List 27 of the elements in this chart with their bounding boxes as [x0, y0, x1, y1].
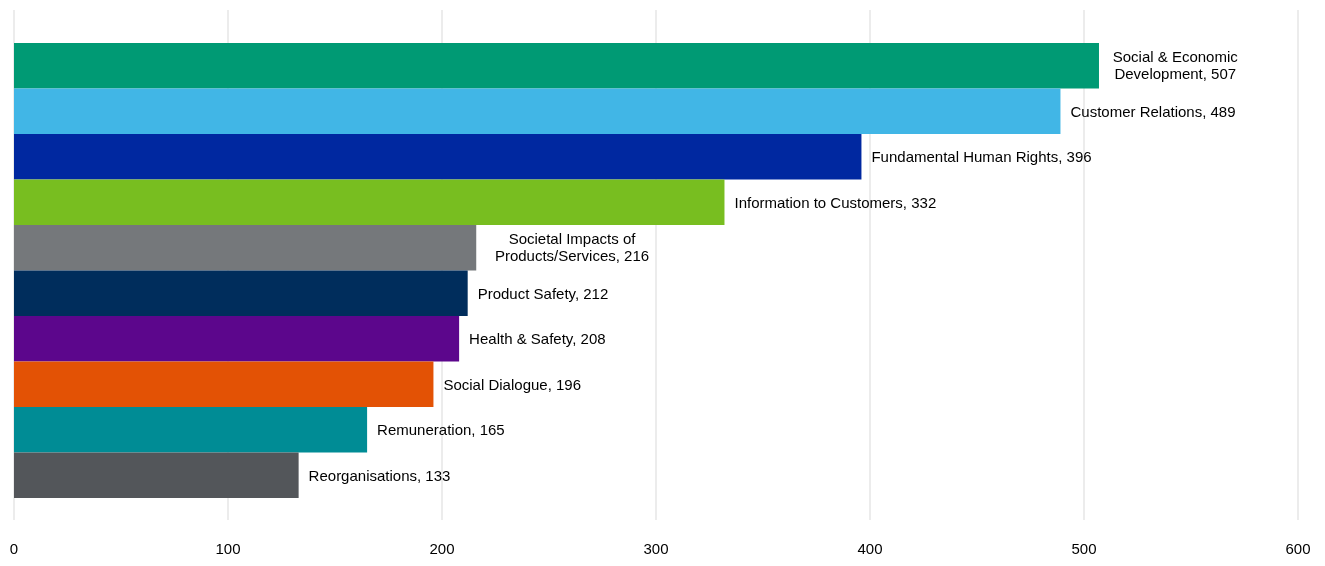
- x-tick-label: 0: [9, 540, 19, 557]
- data-label: Societal Impacts of Products/Services, 216: [494, 230, 650, 265]
- data-label: Product Safety, 212: [477, 284, 609, 302]
- data-label: Information to Customers, 332: [734, 193, 937, 211]
- bar: [14, 179, 725, 225]
- bar: [14, 452, 299, 498]
- x-tick-label: 500: [1071, 540, 1097, 557]
- x-tick-label: 100: [215, 540, 241, 557]
- bar: [14, 270, 468, 316]
- bar: [14, 407, 368, 453]
- data-label: Social & Economic Development, 507: [1112, 48, 1239, 83]
- data-label: Customer Relations, 489: [1070, 102, 1236, 120]
- x-tick-label: 600: [1285, 540, 1311, 557]
- bar: [14, 361, 434, 407]
- data-label: Reorganisations, 133: [308, 466, 451, 484]
- bar: [14, 134, 862, 180]
- x-tick-label: 400: [857, 540, 883, 557]
- x-tick-label: 200: [429, 540, 455, 557]
- data-label: Social Dialogue, 196: [443, 375, 582, 393]
- x-tick-label: 300: [643, 540, 669, 557]
- data-label: Remuneration, 165: [377, 421, 505, 438]
- bar: [14, 43, 1099, 89]
- data-label: Health & Safety, 208: [469, 330, 606, 347]
- bar: [14, 88, 1061, 134]
- data-label: Fundamental Human Rights, 396: [871, 148, 1092, 165]
- bar: [14, 316, 460, 362]
- bar: [14, 225, 477, 271]
